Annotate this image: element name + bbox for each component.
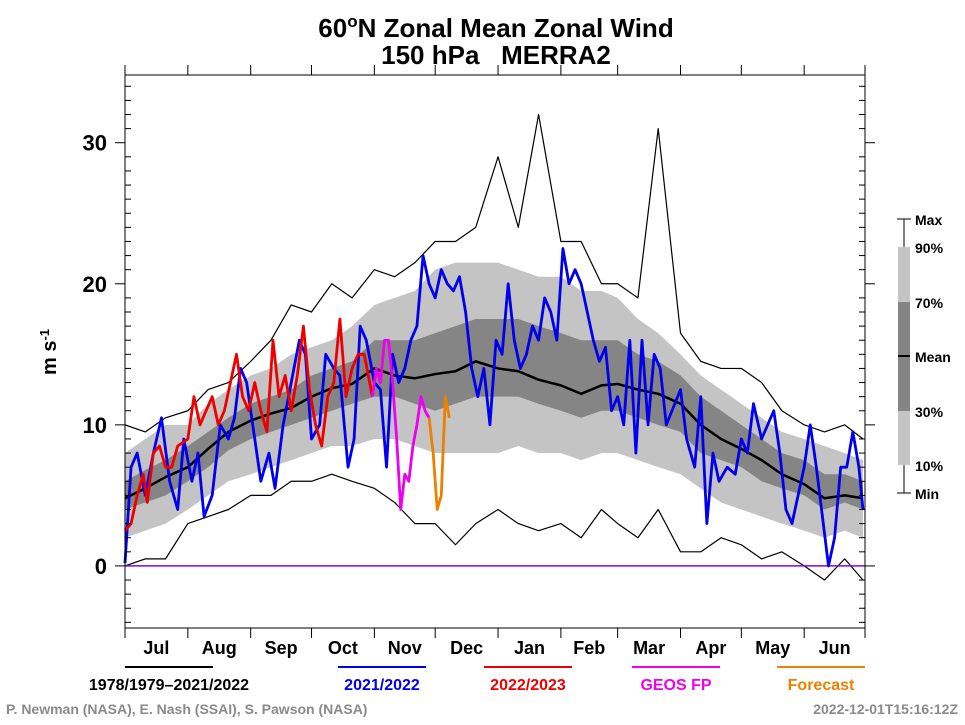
legend-label-p30: 30%	[915, 404, 944, 420]
data-lines	[123, 113, 865, 581]
legend-label: Forecast	[788, 677, 855, 694]
series-line-2021-2022	[123, 247, 865, 568]
x-tick-label-oct: Oct	[328, 638, 358, 658]
min-line	[124, 473, 864, 581]
mean-line	[124, 360, 864, 500]
x-tick-label-apr: Apr	[695, 638, 726, 658]
x-tick-label-jun: Jun	[819, 638, 851, 658]
x-tick-label-feb: Feb	[573, 638, 605, 658]
legend-label: 1978/1979–2021/2022	[89, 677, 249, 694]
x-tick-label-may: May	[755, 638, 790, 658]
legend-label: GEOS FP	[640, 677, 711, 694]
x-tick-label-aug: Aug	[202, 638, 237, 658]
y-tick-label: 30	[83, 131, 107, 156]
legend-label-p90: 90%	[915, 240, 944, 256]
chart-title-line1: 60oN Zonal Mean Zonal Wind	[318, 12, 673, 43]
y-tick-label: 10	[83, 413, 107, 438]
series-line-2022-2023	[123, 317, 374, 532]
footer-credits: P. Newman (NASA), E. Nash (SSAI), S. Paw…	[6, 701, 367, 717]
footer-timestamp: 2022-12-01T15:16:12Z	[813, 701, 958, 717]
y-tick-label: 0	[95, 554, 107, 579]
x-tick-label-sep: Sep	[265, 638, 298, 658]
legend-label: 2022/2023	[490, 677, 566, 694]
series-line-forecast	[427, 395, 451, 511]
x-tick-label-dec: Dec	[450, 638, 483, 658]
legend-label-mean: Mean	[915, 349, 951, 365]
band-10-90-percentile	[125, 262, 863, 538]
chart-title-line2: 150 hPa MERRA2	[381, 40, 611, 70]
y-tick-label: 20	[83, 272, 107, 297]
x-tick-label-mar: Mar	[633, 638, 665, 658]
axes: 0 10 20 30 Jul Aug Sep Oct Nov Dec Jan Feb Mar Apr May…	[83, 65, 875, 658]
max-line	[124, 113, 864, 440]
plot-frame	[124, 74, 866, 629]
series-legend: 1978/1979–2021/2022 2021/2022 2022/2023 GEO…	[89, 666, 865, 694]
y-axis-label: m s-1	[37, 329, 61, 375]
x-tick-label-jul: Jul	[143, 638, 169, 658]
legend-label-min: Min	[915, 486, 939, 502]
legend-label-p70: 70%	[915, 295, 944, 311]
legend-label: 2021/2022	[344, 677, 420, 694]
legend-label-max: Max	[915, 212, 942, 228]
legend-label-p10: 10%	[915, 458, 944, 474]
series-line-geos-fp	[370, 338, 431, 511]
band-legend: Max 90% 70% Mean 30% 10% Min	[897, 212, 951, 502]
x-tick-label-jan: Jan	[514, 638, 545, 658]
x-tick-label-nov: Nov	[388, 638, 422, 658]
